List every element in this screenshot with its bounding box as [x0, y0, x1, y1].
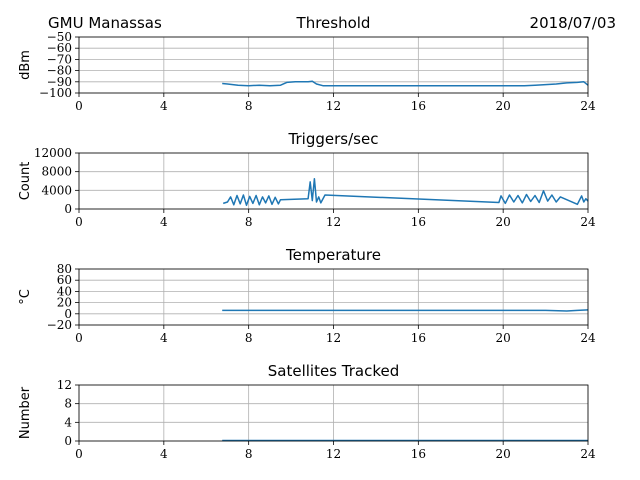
y-tick-label: 0	[64, 434, 72, 448]
x-tick-label: 4	[160, 447, 168, 461]
panel-1: Threshold 0 4 8 12 16 20 24 −100−90−80−70−60−50 d…	[18, 14, 596, 113]
y-tick-label: −60	[47, 41, 72, 55]
y-tick-label: −80	[47, 64, 72, 78]
x-tick-label: 8	[245, 99, 253, 113]
x-tick-label: 0	[75, 99, 83, 113]
y-axis-label: Count	[18, 162, 33, 201]
y-tick-label: 4000	[41, 183, 72, 197]
x-tick-label: 24	[580, 331, 596, 345]
x-tick-label: 12	[326, 215, 341, 229]
y-tick-label: 40	[57, 284, 72, 298]
y-tick-label: 8000	[41, 165, 72, 179]
x-tick-label: 20	[496, 331, 511, 345]
x-tick-label: 12	[326, 99, 341, 113]
y-tick-label: 0	[64, 307, 72, 321]
y-tick-label: −90	[47, 75, 72, 89]
x-tick-label: 4	[160, 331, 168, 345]
x-tick-label: 0	[75, 215, 83, 229]
y-tick-label: −20	[47, 318, 72, 332]
panel-title: Temperature	[285, 246, 381, 264]
x-tick-label: 0	[75, 331, 83, 345]
x-tick-label: 24	[580, 215, 596, 229]
y-tick-label: 80	[57, 262, 72, 276]
chart-panels: Threshold 0 4 8 12 16 20 24 −100−90−80−70−60−50 d…	[18, 14, 596, 461]
y-axis-label: dBm	[18, 50, 33, 80]
y-tick-label: 12	[57, 378, 72, 392]
y-tick-label: −50	[47, 30, 72, 44]
x-tick-label: 8	[245, 331, 253, 345]
x-tick-label: 24	[580, 447, 596, 461]
y-tick-label: 20	[57, 296, 72, 310]
series-line	[222, 309, 589, 312]
x-tick-label: 12	[326, 331, 341, 345]
x-tick-label: 20	[496, 215, 511, 229]
y-tick-label: 8	[64, 397, 72, 411]
panel-title: Triggers/sec	[288, 130, 379, 148]
panel-2: Triggers/sec 0 4 8 12 16 20 24 0 4000 8000 12000Cou…	[18, 130, 596, 229]
panel-title: Threshold	[296, 14, 371, 32]
x-tick-label: 20	[496, 447, 511, 461]
y-tick-label: −100	[39, 86, 72, 100]
x-tick-label: 16	[411, 331, 426, 345]
panel-4: Satellites Tracked 0 4 8 12 16 20 24 0 4 8 12 Number	[18, 362, 596, 461]
x-tick-label: 16	[411, 99, 426, 113]
x-tick-label: 16	[411, 447, 426, 461]
y-tick-label: 0	[64, 202, 72, 216]
series-line	[222, 177, 589, 207]
date-label: 2018/07/03	[530, 14, 616, 32]
y-axis-label: Number	[18, 386, 33, 439]
y-tick-label: 12000	[34, 146, 72, 160]
series-line	[222, 80, 589, 87]
x-tick-label: 4	[160, 99, 168, 113]
y-tick-label: −70	[47, 52, 72, 66]
y-tick-label: 4	[64, 415, 72, 429]
y-tick-label: 60	[57, 273, 72, 287]
x-tick-label: 16	[411, 215, 426, 229]
panel-title: Satellites Tracked	[268, 362, 399, 380]
station-name: GMU Manassas	[48, 14, 162, 32]
x-tick-label: 4	[160, 215, 168, 229]
x-tick-label: 20	[496, 99, 511, 113]
x-tick-label: 8	[245, 215, 253, 229]
x-tick-label: 24	[580, 99, 596, 113]
y-axis-label: °C	[18, 289, 33, 305]
x-tick-label: 0	[75, 447, 83, 461]
x-tick-label: 12	[326, 447, 341, 461]
x-tick-label: 8	[245, 447, 253, 461]
